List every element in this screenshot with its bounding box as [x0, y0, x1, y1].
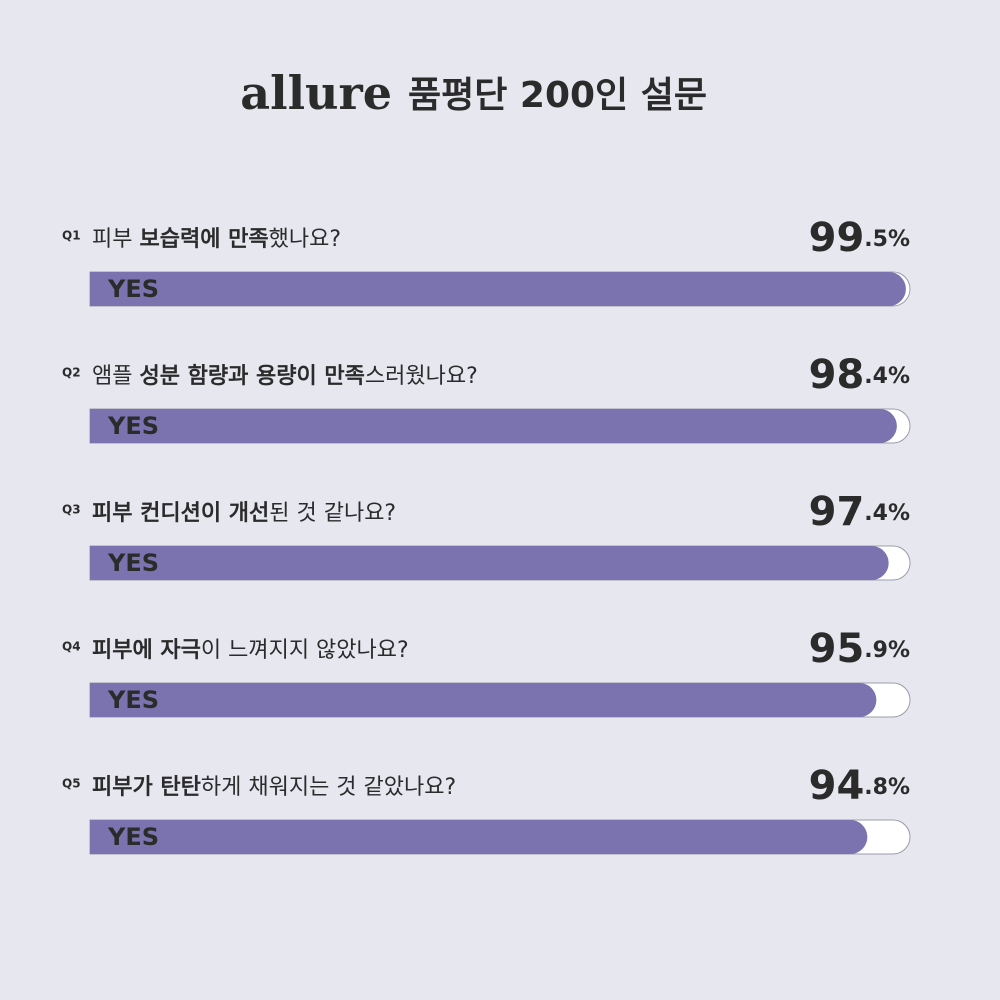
question-run: 이 느껴지지 않았나요?	[201, 638, 409, 663]
series-label: YES	[107, 412, 159, 440]
question-run: 된 것 같나요?	[269, 501, 396, 526]
bar	[90, 272, 906, 306]
question-run: 피부 컨디션이 개선	[92, 501, 269, 526]
value-label: 97.4%	[809, 489, 910, 535]
value-label: 95.9%	[809, 626, 910, 672]
question-text: 피부가 탄탄하게 채워지는 것 같았나요?	[92, 775, 456, 800]
question-run: 피부에 자극	[92, 638, 201, 663]
question-run: 했나요?	[269, 227, 341, 252]
question-run: 하게 채워지는 것 같았나요?	[201, 775, 456, 800]
question-run: 앰플	[92, 364, 139, 389]
series-label: YES	[107, 549, 159, 577]
question-number: Q4	[62, 640, 81, 654]
bar	[90, 683, 877, 717]
series-label: YES	[107, 823, 159, 851]
value-label: 98.4%	[809, 352, 910, 398]
question-run: 피부	[92, 227, 139, 252]
chart-title: 품평단 200인 설문	[408, 75, 707, 116]
question-run: 피부가 탄탄	[92, 775, 201, 800]
value-label: 94.8%	[809, 763, 910, 809]
question-text: 피부에 자극이 느껴지지 않았나요?	[92, 638, 409, 663]
question-run: 성분 함량과 용량이 만족	[139, 364, 364, 389]
question-run: 스러웠나요?	[365, 364, 478, 389]
bar	[90, 546, 889, 580]
question-text: 피부 보습력에 만족했나요?	[92, 227, 341, 252]
question-number: Q5	[62, 777, 81, 791]
value-label: 99.5%	[809, 215, 910, 261]
bar	[90, 409, 897, 443]
brand-logo: allure	[240, 66, 392, 120]
series-label: YES	[107, 686, 159, 714]
question-number: Q1	[62, 229, 81, 243]
question-text: 앰플 성분 함량과 용량이 만족스러웠나요?	[92, 364, 478, 389]
bar	[90, 820, 868, 854]
question-run: 보습력에 만족	[139, 227, 268, 252]
question-number: Q3	[62, 503, 81, 517]
question-text: 피부 컨디션이 개선된 것 같나요?	[92, 501, 396, 526]
series-label: YES	[107, 275, 159, 303]
question-number: Q2	[62, 366, 81, 380]
